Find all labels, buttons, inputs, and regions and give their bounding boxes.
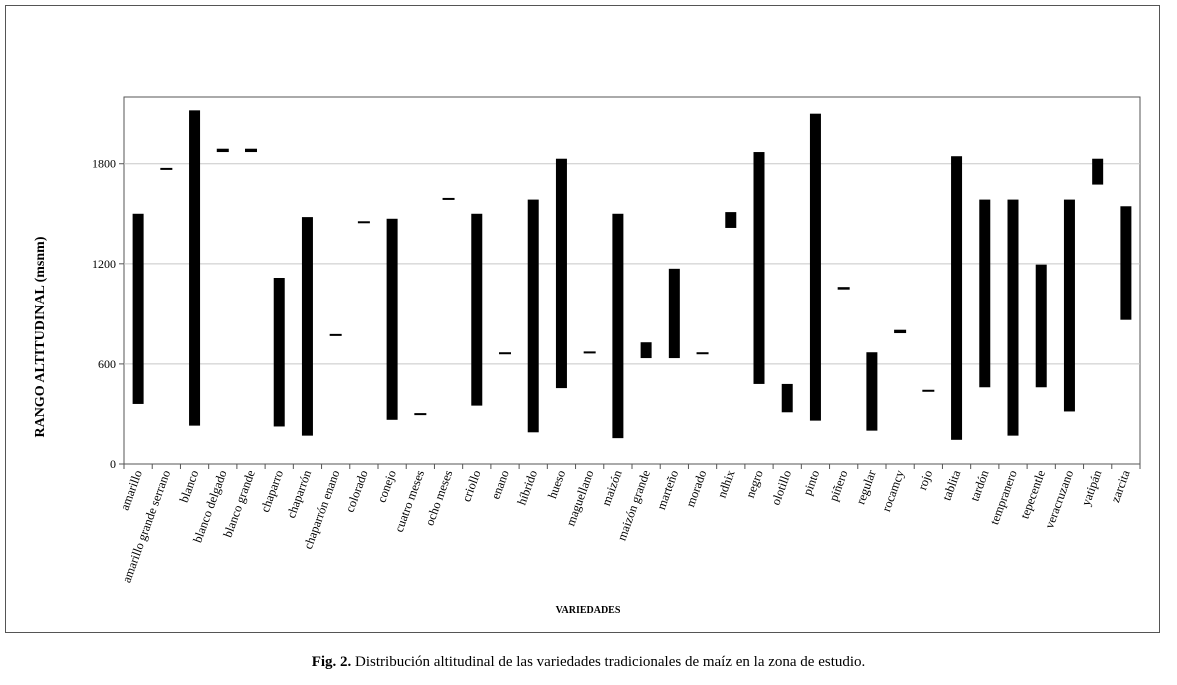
range-bar-10: [414, 413, 427, 416]
x-tick-label: negro: [743, 468, 766, 500]
range-bar-11: [442, 197, 455, 200]
caption-text: Distribución altitudinal de las variedad…: [351, 654, 866, 670]
range-bar-14: [527, 199, 539, 433]
x-tick-label: rojo: [915, 468, 935, 492]
range-bar-21: [725, 212, 737, 228]
range-bar-15: [555, 158, 567, 389]
x-tick-label: rocamcy: [879, 468, 907, 514]
figure-frame: [5, 5, 1160, 633]
x-tick-label: enano: [488, 468, 511, 501]
range-bar-29: [951, 156, 963, 440]
gridlines: [124, 163, 1140, 365]
x-tick-label: chaparrón: [284, 468, 315, 520]
range-bar-25: [837, 287, 850, 290]
x-tick-label: tempranero: [987, 468, 1020, 526]
y-tick-label: 1200: [92, 257, 116, 271]
range-bar-33: [1063, 199, 1075, 412]
range-bar-24: [809, 113, 821, 421]
range-bar-26: [866, 352, 878, 431]
range-bar-30: [979, 199, 991, 388]
x-tick-label: piñero: [826, 468, 850, 503]
x-tick-label: ndhix: [715, 468, 738, 500]
range-bar-28: [922, 389, 935, 392]
range-bar-22: [753, 152, 765, 384]
x-tick-label: tepecentle: [1018, 468, 1049, 521]
range-bar-6: [301, 217, 313, 436]
x-tick-label: maguellano: [563, 468, 596, 528]
x-tick-label: hueso: [545, 468, 568, 500]
range-bar-8: [357, 221, 370, 224]
x-tick-label: amarillo: [118, 468, 145, 512]
range-bar-32: [1035, 264, 1047, 388]
x-tick-label: tablita: [940, 468, 964, 503]
range-bar-31: [1007, 199, 1019, 436]
range-bar-27: [894, 329, 907, 334]
x-tick-label: marteño: [654, 468, 681, 511]
range-bar-7: [329, 333, 342, 336]
range-bar-12: [471, 213, 483, 406]
range-bar-16: [583, 351, 596, 354]
x-tick-label: chaparro: [258, 468, 286, 514]
y-axis-ticks: 0 600 1200 1800: [92, 157, 124, 471]
range-bars: [132, 110, 1132, 440]
range-bar-3: [216, 148, 229, 153]
range-bar-2: [189, 110, 201, 426]
y-tick-label: 0: [110, 457, 116, 471]
x-tick-label: morado: [683, 468, 709, 509]
range-bar-34: [1092, 158, 1104, 185]
range-bar-13: [499, 352, 511, 355]
x-tick-label: pinto: [800, 468, 822, 497]
x-tick-label: híbrido: [515, 468, 541, 507]
range-bar-5: [273, 277, 285, 427]
y-tick-label: 1800: [92, 157, 116, 171]
range-bar-1: [160, 167, 173, 170]
x-tick-label: veracruzano: [1042, 468, 1076, 530]
range-bar-18: [640, 342, 652, 359]
figure-caption: Fig. 2. Distribución altitudinal de las …: [0, 654, 1177, 671]
x-tick-label: tardón: [968, 468, 992, 504]
x-tick-label: yatipán: [1079, 468, 1105, 508]
range-bar-9: [386, 218, 398, 420]
x-tick-label: zarcita: [1108, 468, 1133, 505]
caption-figure-label: Fig. 2.: [311, 654, 352, 670]
range-bar-17: [612, 213, 624, 439]
range-bar-0: [132, 213, 144, 404]
x-tick-label: colorado: [343, 468, 371, 514]
y-tick-label: 600: [98, 357, 116, 371]
range-bar-4: [245, 148, 257, 153]
range-bar-19: [668, 268, 680, 359]
x-tick-label: criollo: [459, 468, 483, 503]
x-tick-label: ocho meses: [422, 468, 455, 527]
range-bar-23: [781, 383, 793, 413]
x-tick-label: regular: [853, 467, 879, 506]
x-tick-label: maizón: [599, 468, 625, 508]
y-axis-title: RANGO ALTITUDINAL (msnm): [33, 236, 48, 437]
x-tick-label: conejo: [374, 468, 399, 504]
plot-area: [123, 96, 1141, 465]
x-axis-title: VARIEDADES: [556, 605, 621, 616]
x-tick-label: blanco: [177, 468, 202, 504]
x-tick-label: olotillo: [769, 468, 795, 507]
range-bar-35: [1120, 206, 1132, 320]
range-bar-20: [696, 352, 709, 355]
